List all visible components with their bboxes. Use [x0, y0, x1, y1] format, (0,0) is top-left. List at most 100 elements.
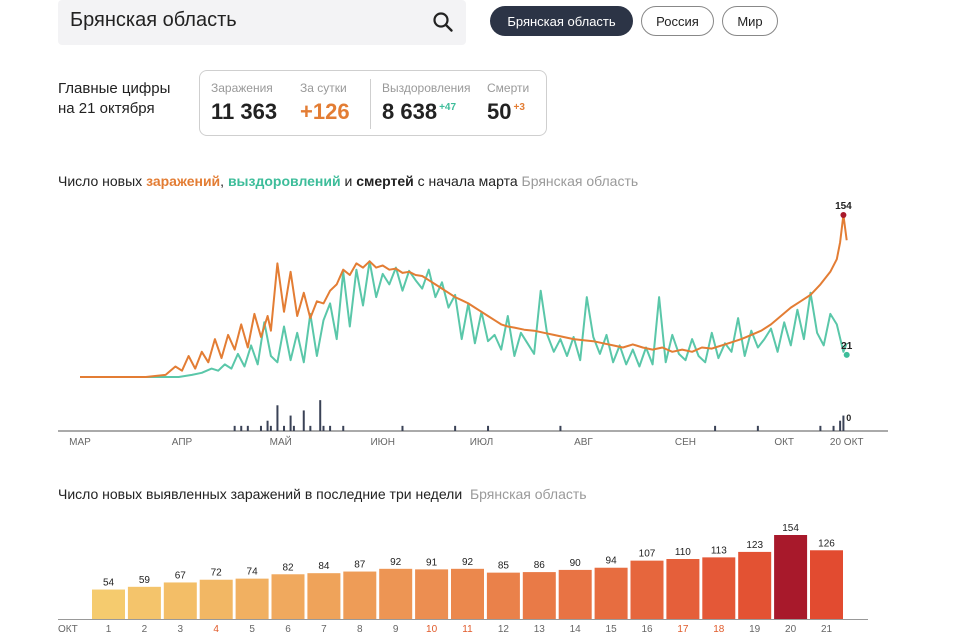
bar-day-label: 19	[749, 624, 761, 635]
x-tick-label: АПР	[172, 437, 193, 448]
bar-day-label: 15	[606, 624, 618, 635]
tab-world[interactable]: Мир	[722, 6, 778, 36]
bar-day-label: 2	[142, 624, 148, 635]
bar-value-label: 92	[462, 557, 474, 568]
bar-day-13	[522, 572, 556, 619]
bar-value-label: 84	[318, 561, 330, 572]
deaths-bar	[401, 425, 404, 431]
bar-value-label: 85	[498, 561, 510, 572]
bar-day-18	[702, 557, 736, 619]
bar-day-label: 4	[213, 624, 219, 635]
bar-value-label: 72	[211, 568, 223, 579]
deaths-last-label: 0	[846, 413, 851, 423]
deaths-bar	[839, 420, 842, 431]
bars-title: Число новых выявленных заражений в после…	[58, 486, 587, 502]
stats-divider	[370, 79, 371, 129]
bar-value-label: 113	[711, 545, 727, 556]
bar-day-label: 21	[821, 624, 833, 635]
summary-label: Главные цифры на 21 октября	[58, 79, 170, 119]
stat-infections-value: 11 363	[211, 99, 278, 124]
bar-day-label: 12	[498, 624, 510, 635]
search-input[interactable]: Брянская область	[70, 9, 237, 31]
infections-line	[80, 214, 848, 378]
bar-day-label: 6	[285, 624, 291, 635]
timeline-title: Число новых заражений, выздоровлений и с…	[58, 173, 638, 189]
bar-day-label: 5	[249, 624, 255, 635]
stat-deaths-label: Смерти	[487, 81, 530, 95]
timeline-chart: МАР АПР МАЙ ИЮН ИЮЛ АВГ СЕН ОКТ 20 ОКТ 154 21 0	[58, 201, 888, 448]
timeline-title-and: и	[340, 173, 357, 189]
bar-value-label: 59	[139, 575, 151, 586]
bar-value-label: 92	[390, 557, 402, 568]
bar-day-2	[127, 586, 161, 619]
timeline-title-suffix: с начала марта	[413, 173, 518, 189]
deaths-bar	[289, 415, 292, 431]
bar-day-11	[451, 568, 484, 619]
tab-russia[interactable]: Россия	[641, 6, 714, 36]
bar-day-label: 7	[321, 624, 327, 635]
bar-value-label: 123	[746, 540, 763, 551]
bar-value-label: 107	[639, 549, 656, 560]
bar-value-label: 90	[570, 558, 582, 569]
stat-deaths: Смерти 50 +3	[487, 81, 529, 125]
summary-label-title: Главные цифры	[58, 80, 171, 97]
deaths-bar	[259, 425, 262, 431]
deaths-bar	[233, 425, 236, 431]
x-tick-label: ОКТ	[774, 437, 794, 448]
bar-day-6	[271, 574, 305, 619]
bar-day-8	[343, 571, 377, 619]
deaths-bar	[266, 420, 269, 431]
deaths-bar	[302, 410, 305, 431]
bar-day-12	[486, 572, 520, 619]
infections-peak-label: 154	[835, 201, 852, 212]
bar-day-label: 18	[713, 624, 725, 635]
bar-day-1	[92, 589, 125, 619]
stat-recovered: Выздоровления 8 638 +47	[382, 81, 471, 125]
bar-day-20	[774, 535, 808, 619]
stat-infections-label: Заражения	[211, 81, 273, 95]
deaths-bar	[283, 425, 286, 431]
bar-day-15	[594, 567, 628, 619]
recoveries-line	[80, 260, 848, 378]
bar-day-label: 17	[677, 624, 689, 635]
bar-value-label: 87	[354, 560, 366, 571]
deaths-bar	[240, 425, 243, 431]
bars-title-text: Число новых выявленных заражений в после…	[58, 486, 463, 502]
deaths-bar	[756, 425, 759, 431]
timeline-title-sep: ,	[220, 173, 228, 189]
tab-bryansk[interactable]: Брянская область	[490, 6, 633, 36]
x-tick-label: МАЙ	[270, 435, 292, 448]
stat-daily-value: +126	[300, 99, 350, 124]
bar-day-9	[379, 568, 413, 619]
timeline-title-deaths: смертей	[356, 173, 414, 189]
bars-month-label: ОКТ	[58, 624, 78, 635]
search-field[interactable]: Брянская область	[58, 0, 466, 45]
bar-day-14	[558, 569, 592, 619]
timeline-title-infections: заражений	[146, 173, 221, 189]
bars-title-region: Брянская область	[469, 486, 587, 502]
bar-value-label: 82	[282, 562, 294, 573]
bar-value-label: 154	[782, 523, 799, 534]
bars-chart: 54 1 59 2 67 3 72 4 74 5 82 6 84 7 87 8 92 9 91 10 92 11 85 12 8…	[58, 523, 868, 635]
deaths-bar	[832, 425, 835, 431]
bar-day-label: 16	[641, 624, 653, 635]
deaths-bar	[487, 425, 490, 431]
bar-value-label: 94	[606, 556, 618, 567]
bar-day-label: 1	[106, 624, 112, 635]
bar-day-label: 14	[570, 624, 582, 635]
timeline-title-region: Брянская область	[521, 173, 639, 189]
bar-value-label: 54	[103, 578, 115, 589]
x-tick-label: АВГ	[574, 437, 593, 448]
deaths-bar	[842, 415, 845, 431]
deaths-bar	[319, 400, 322, 431]
bar-value-label: 110	[675, 547, 691, 558]
bar-day-label: 20	[785, 624, 797, 635]
bar-value-label: 74	[247, 567, 259, 578]
recoveries-last-label: 21	[841, 341, 853, 352]
deaths-bar	[819, 425, 822, 431]
bar-day-5	[235, 578, 269, 619]
bar-day-label: 10	[426, 624, 438, 635]
x-tick-label: ИЮН	[370, 437, 395, 448]
search-icon[interactable]	[432, 11, 454, 33]
bar-day-label: 11	[462, 624, 473, 635]
